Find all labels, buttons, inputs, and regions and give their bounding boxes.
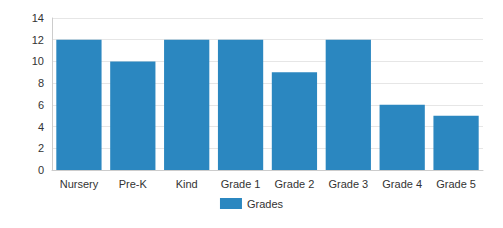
svg-text:Grade 1: Grade 1 bbox=[221, 178, 261, 190]
svg-text:Nursery: Nursery bbox=[60, 178, 99, 190]
svg-text:6: 6 bbox=[38, 99, 44, 111]
svg-text:Grade 4: Grade 4 bbox=[382, 178, 422, 190]
svg-text:Kind: Kind bbox=[176, 178, 198, 190]
svg-text:Grades: Grades bbox=[247, 198, 284, 210]
svg-text:10: 10 bbox=[32, 55, 44, 67]
svg-text:Grade 2: Grade 2 bbox=[275, 178, 315, 190]
svg-text:2: 2 bbox=[38, 142, 44, 154]
svg-text:4: 4 bbox=[38, 121, 44, 133]
svg-text:8: 8 bbox=[38, 77, 44, 89]
svg-text:0: 0 bbox=[38, 164, 44, 176]
svg-text:Grade 3: Grade 3 bbox=[328, 178, 368, 190]
svg-text:14: 14 bbox=[32, 12, 44, 24]
svg-text:Grade 5: Grade 5 bbox=[436, 178, 476, 190]
svg-text:12: 12 bbox=[32, 34, 44, 46]
svg-text:Pre-K: Pre-K bbox=[119, 178, 148, 190]
